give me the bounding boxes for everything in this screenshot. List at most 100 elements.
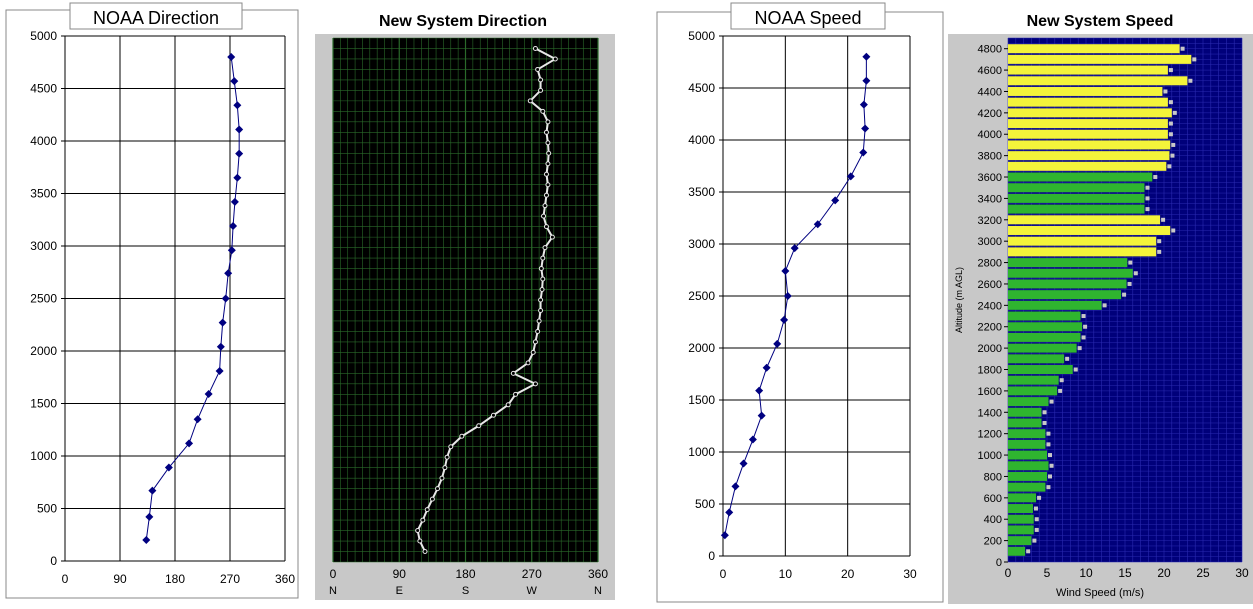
bar xyxy=(1008,279,1127,289)
y-tick-label: 1500 xyxy=(30,397,57,411)
chart-title: New System Direction xyxy=(379,13,547,30)
data-point xyxy=(538,297,544,303)
data-point xyxy=(227,53,236,61)
bar xyxy=(1008,471,1047,481)
y-tick-label: 4400 xyxy=(978,86,1002,98)
bar xyxy=(1008,332,1081,342)
bar xyxy=(1008,439,1046,449)
y-tick-label: 4000 xyxy=(978,129,1002,141)
data-point xyxy=(218,318,227,327)
bar xyxy=(1008,108,1172,118)
y-tick-label: 3400 xyxy=(978,193,1002,205)
new-system-speed-panel: New System Speed Wind Speed (m/s) Altitu… xyxy=(948,0,1253,604)
bar-marker xyxy=(1034,527,1039,532)
x-cardinal-label: S xyxy=(462,585,469,597)
y-tick-label: 2200 xyxy=(978,322,1002,334)
bar xyxy=(1008,482,1046,492)
y-tick-label: 1600 xyxy=(978,386,1002,398)
bar xyxy=(1008,76,1188,86)
bar-marker xyxy=(1083,324,1088,329)
bar-marker xyxy=(1048,453,1052,458)
bar-marker xyxy=(1026,549,1031,554)
bar-marker xyxy=(1046,485,1051,490)
data-point xyxy=(862,76,871,85)
data-point xyxy=(538,77,544,83)
data-point xyxy=(420,517,426,523)
y-tick-label: 200 xyxy=(984,536,1002,548)
chart-title: NOAA Speed xyxy=(754,8,861,28)
y-tick-label: 600 xyxy=(984,493,1002,505)
x-cardinal-label: N xyxy=(329,585,337,597)
chart-title-box xyxy=(730,2,886,30)
data-point xyxy=(505,402,511,408)
data-point xyxy=(862,52,871,61)
data-point xyxy=(543,171,549,177)
bar-marker xyxy=(1170,153,1175,158)
bar-marker xyxy=(1171,228,1176,233)
x-tick-label: 360 xyxy=(275,572,295,586)
data-point xyxy=(543,129,549,135)
y-tick-label: 3000 xyxy=(978,236,1002,248)
y-tick-label: 3500 xyxy=(30,187,57,201)
bar xyxy=(1008,129,1168,139)
y-tick-label: 5000 xyxy=(30,29,57,43)
x-tick-label: 30 xyxy=(1235,566,1249,580)
bar-marker xyxy=(1128,260,1133,265)
y-tick-label: 5000 xyxy=(688,29,715,43)
bar-marker xyxy=(1077,346,1082,351)
bar-marker xyxy=(1059,378,1064,383)
bar xyxy=(1008,44,1180,54)
y-tick-label: 0 xyxy=(50,554,57,568)
bar-marker xyxy=(1133,271,1138,276)
bar xyxy=(1008,204,1145,214)
x-cardinal-label: W xyxy=(527,585,538,597)
bar xyxy=(1008,140,1171,150)
y-tick-label: 0 xyxy=(708,549,715,563)
new-system-speed-chart: New System Speed Wind Speed (m/s) Altitu… xyxy=(948,13,1253,604)
bar xyxy=(1008,151,1170,161)
y-tick-label: 2000 xyxy=(688,341,715,355)
y-tick-label: 0 xyxy=(996,557,1002,569)
data-point xyxy=(790,244,799,253)
noaa-speed-chart: NOAA Speed 0 10 20 30 0 500 1000 1500 2000 2500 30… xyxy=(656,2,944,603)
data-point xyxy=(510,370,516,376)
y-axis-label: Altitude (m AGL) xyxy=(954,267,964,333)
bar-marker xyxy=(1081,335,1086,340)
bar-marker xyxy=(1168,132,1173,137)
y-tick-label: 400 xyxy=(984,514,1002,526)
data-point xyxy=(781,267,790,276)
data-point xyxy=(739,459,748,468)
y-tick-label: 2500 xyxy=(30,292,57,306)
y-tick-label: 1000 xyxy=(978,450,1002,462)
chart-title: NOAA Direction xyxy=(93,8,219,28)
data-point xyxy=(142,536,151,544)
bar xyxy=(1008,322,1083,332)
bar-marker xyxy=(1033,506,1038,511)
data-point xyxy=(859,100,868,109)
noaa-speed-panel: NOAA Speed 0 10 20 30 0 500 1000 1500 2000 2500 30… xyxy=(655,0,945,604)
bar-marker xyxy=(1042,410,1047,415)
y-tick-label: 500 xyxy=(695,497,715,511)
bar-marker xyxy=(1046,442,1051,447)
x-tick-label: 25 xyxy=(1196,566,1210,580)
data-point xyxy=(235,149,244,158)
data-point xyxy=(532,339,538,345)
bar xyxy=(1008,514,1034,524)
x-tick-label: 90 xyxy=(393,567,407,581)
y-tick-label: 1500 xyxy=(688,393,715,407)
bar-marker xyxy=(1161,217,1166,222)
bar xyxy=(1008,247,1157,257)
x-tick-label: 180 xyxy=(455,567,475,581)
x-cardinal-label: E xyxy=(396,585,403,597)
data-point xyxy=(545,140,551,146)
data-point xyxy=(545,161,551,167)
bar-marker xyxy=(1127,281,1132,286)
data-point xyxy=(536,318,542,324)
bar xyxy=(1008,268,1133,278)
data-point xyxy=(229,222,238,231)
bar xyxy=(1008,375,1059,385)
data-point xyxy=(435,486,441,492)
data-point xyxy=(424,507,430,513)
bar-marker xyxy=(1034,517,1039,522)
x-tick-label: 20 xyxy=(1157,566,1171,580)
